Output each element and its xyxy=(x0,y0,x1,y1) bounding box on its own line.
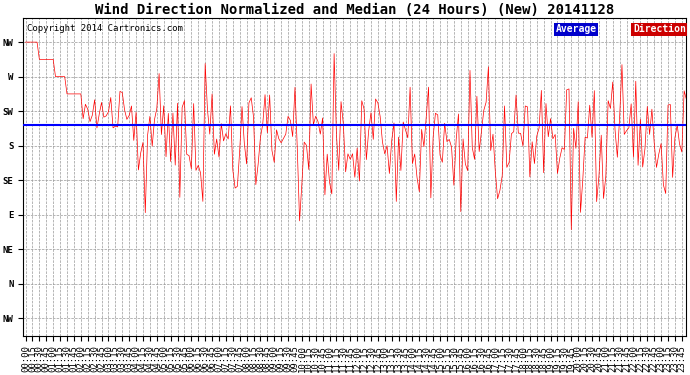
Text: Copyright 2014 Cartronics.com: Copyright 2014 Cartronics.com xyxy=(27,24,182,33)
Text: Average: Average xyxy=(555,24,597,34)
Text: Direction: Direction xyxy=(633,24,686,34)
Title: Wind Direction Normalized and Median (24 Hours) (New) 20141128: Wind Direction Normalized and Median (24… xyxy=(95,3,615,17)
